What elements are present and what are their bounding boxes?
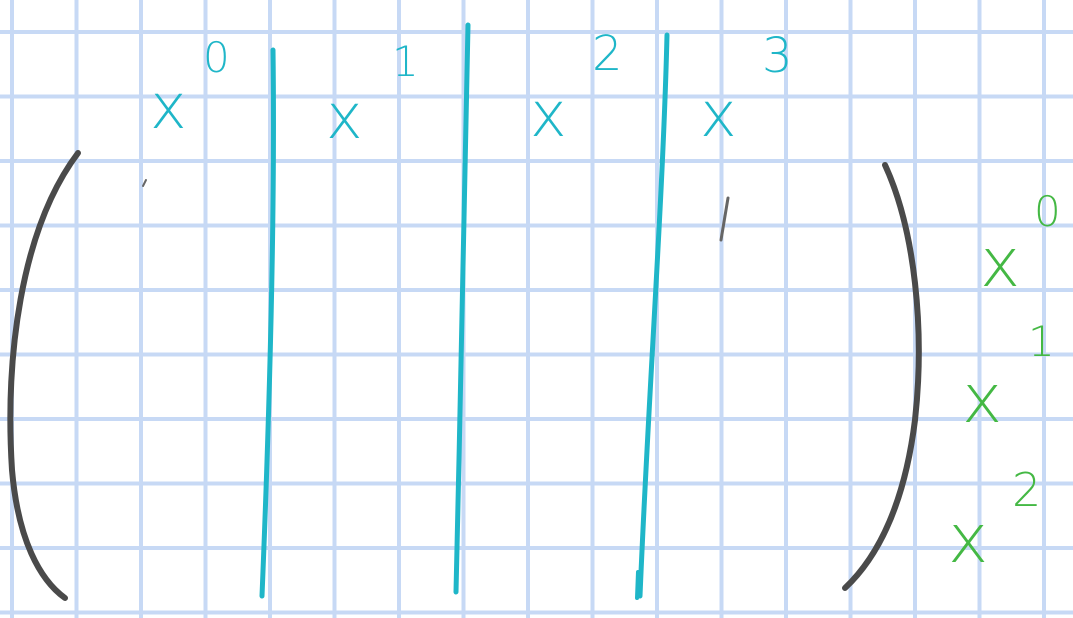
row-label-x2: x 2 <box>948 463 1041 579</box>
row-label-exp: 1 <box>1028 317 1055 366</box>
left-bracket <box>7 150 81 601</box>
column-label-x0: x 0 <box>150 33 230 143</box>
column-divider-2 <box>453 22 471 595</box>
row-label-base: x <box>980 224 1020 303</box>
row-label-base: x <box>948 500 988 579</box>
column-label-x3: x 3 <box>700 28 793 151</box>
column-divider-3 <box>637 32 670 599</box>
stray-mark-right <box>719 196 730 242</box>
row-label-exp: 0 <box>1034 187 1061 236</box>
column-divider-3-tick <box>635 570 640 600</box>
column-label-base: x <box>150 70 187 143</box>
row-label-exp: 2 <box>1012 463 1041 517</box>
column-label-exp: 3 <box>762 28 793 84</box>
column-label-base: x <box>530 78 567 151</box>
row-label-x0: x 0 <box>980 187 1061 303</box>
column-label-exp: 2 <box>592 26 623 82</box>
right-bracket <box>842 162 922 591</box>
column-divider-1 <box>259 47 276 599</box>
column-label-x2: x 2 <box>530 26 623 151</box>
column-label-x1: x 1 <box>326 37 419 153</box>
row-label-x1: x 1 <box>962 317 1055 439</box>
column-label-exp: 0 <box>203 33 230 82</box>
column-label-exp: 1 <box>392 37 419 86</box>
column-label-base: x <box>700 78 737 151</box>
column-label-base: x <box>326 80 363 153</box>
row-label-base: x <box>962 360 1002 439</box>
stray-mark-left <box>142 179 147 187</box>
